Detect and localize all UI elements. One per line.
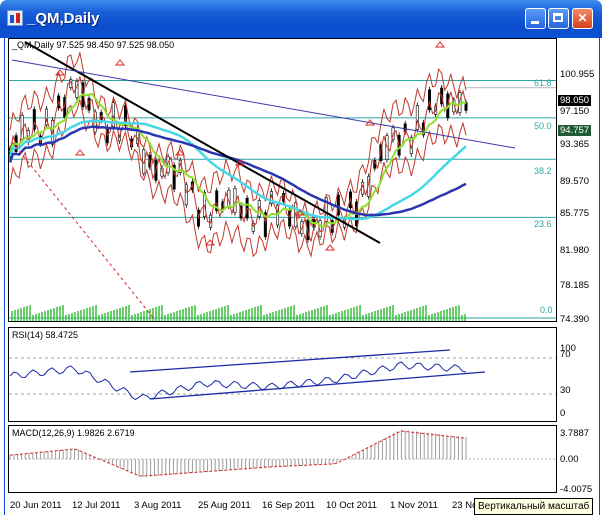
date-label: 23 No bbox=[452, 500, 478, 511]
candle-body bbox=[263, 212, 267, 238]
price-tick: 81.980 bbox=[560, 245, 590, 256]
bollinger-lower-line bbox=[9, 99, 467, 259]
rsi-channel-bottom bbox=[149, 371, 486, 400]
ma-cyan-line bbox=[8, 119, 467, 221]
maximize-icon bbox=[553, 13, 563, 22]
date-label: 20 Jun 2011 bbox=[10, 500, 62, 511]
rsi-tick: 0 bbox=[560, 408, 566, 419]
rsi-channel-top bbox=[129, 349, 451, 373]
fractal-arrow bbox=[54, 69, 66, 76]
fractal-arrow bbox=[204, 239, 216, 246]
ma-fast-line bbox=[9, 92, 467, 229]
fractal-arrow bbox=[234, 159, 246, 166]
candle-body bbox=[452, 99, 456, 113]
rsi-tick: 30 bbox=[560, 385, 571, 396]
candle-body bbox=[69, 79, 73, 88]
candle-body bbox=[428, 89, 432, 111]
candle-body bbox=[215, 190, 219, 212]
bollinger-middle-line bbox=[9, 76, 467, 242]
candle-body bbox=[415, 105, 419, 130]
date-label: 10 Oct 2011 bbox=[326, 500, 378, 511]
candle-body bbox=[44, 108, 48, 126]
vertical-scale-tooltip: Вертикальный масштаб bbox=[474, 498, 594, 515]
minimize-button[interactable] bbox=[525, 8, 546, 29]
price-tick: 97.150 bbox=[560, 106, 590, 117]
fractal-arrow bbox=[324, 244, 336, 251]
fib-label: 61.8 bbox=[534, 78, 552, 88]
price-tick: 85.775 bbox=[560, 208, 590, 219]
minimize-icon bbox=[531, 21, 539, 24]
macd-tick: -4.0075 bbox=[560, 484, 593, 495]
rsi-panel[interactable] bbox=[8, 327, 557, 422]
maximize-button[interactable] bbox=[548, 8, 569, 29]
price-header: _QM,Daily 97.525 98.450 97.525 98.050 bbox=[12, 40, 175, 50]
fractal-arrow bbox=[294, 209, 306, 216]
candle-body bbox=[160, 167, 164, 177]
fib-label: 38.2 bbox=[534, 166, 552, 176]
price-tick: 93.365 bbox=[560, 139, 590, 150]
date-label: 12 Jul 2011 bbox=[72, 500, 121, 511]
date-label: 3 Aug 2011 bbox=[134, 500, 182, 511]
rsi-label: RSI(14) 58.4725 bbox=[12, 330, 79, 340]
rsi-tick: 100 bbox=[560, 343, 576, 354]
fractal-arrow bbox=[364, 119, 376, 126]
rsi-line bbox=[9, 361, 467, 401]
fractal-arrow bbox=[434, 41, 446, 48]
last-price-tag: 98.050 bbox=[558, 95, 592, 106]
candle-body bbox=[203, 192, 207, 217]
rsi-tick: 70 bbox=[560, 349, 571, 360]
fractal-arrow bbox=[174, 149, 186, 156]
title-bar[interactable]: _QM,Daily ✕ bbox=[0, 0, 602, 38]
candle-body bbox=[251, 223, 255, 232]
date-label: 25 Aug 2011 bbox=[198, 500, 251, 511]
chart-app-icon bbox=[7, 10, 23, 26]
macd-label: MACD(12,26,9) 1.9826 2.6719 bbox=[12, 428, 135, 438]
price-tick: 74.390 bbox=[560, 314, 590, 325]
macd-tick: 0.00 bbox=[560, 454, 579, 465]
candle-body bbox=[32, 109, 36, 130]
fib-label: 23.6 bbox=[534, 219, 552, 229]
date-label: 16 Sep 2011 bbox=[262, 500, 316, 511]
downtrend-line bbox=[24, 41, 381, 244]
price-tick: 100.955 bbox=[560, 69, 595, 80]
macd-tick: 3.7887 bbox=[560, 428, 590, 439]
dashed-line bbox=[11, 141, 156, 321]
fractal-arrow bbox=[74, 149, 86, 156]
ma-price-tag: 94.757 bbox=[558, 125, 592, 136]
macd-signal-line bbox=[9, 430, 467, 477]
candle-body bbox=[184, 184, 188, 206]
fib-label: 50.0 bbox=[534, 121, 552, 131]
candle-body bbox=[318, 220, 322, 237]
close-button[interactable]: ✕ bbox=[572, 8, 593, 29]
price-tick: 78.185 bbox=[560, 280, 590, 291]
fib-label: 0.0 bbox=[540, 305, 553, 315]
resistance-line bbox=[11, 59, 516, 149]
ma-slow-line bbox=[8, 125, 467, 217]
window-title: _QM,Daily bbox=[27, 10, 100, 27]
date-label: 1 Nov 2011 bbox=[390, 500, 438, 511]
price-tick: 89.570 bbox=[560, 176, 590, 187]
candle-body bbox=[172, 164, 176, 190]
fractal-arrow bbox=[114, 59, 126, 66]
candle-body bbox=[124, 105, 128, 127]
